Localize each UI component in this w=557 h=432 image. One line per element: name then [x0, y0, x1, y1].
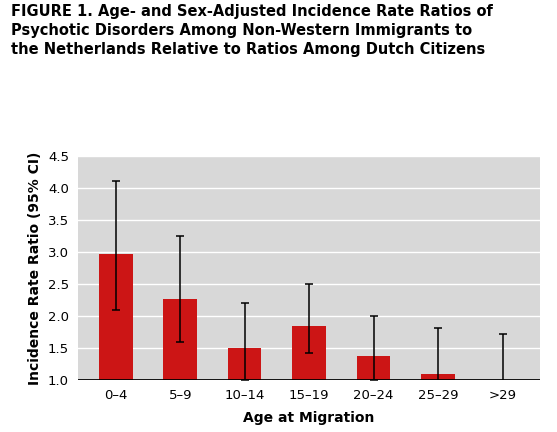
Bar [228, 348, 261, 380]
X-axis label: Age at Migration: Age at Migration [243, 410, 375, 425]
Bar [357, 356, 390, 380]
Bar [421, 374, 455, 380]
Text: FIGURE 1. Age- and Sex-Adjusted Incidence Rate Ratios of
Psychotic Disorders Amo: FIGURE 1. Age- and Sex-Adjusted Incidenc… [11, 4, 493, 57]
Y-axis label: Incidence Rate Ratio (95% CI): Incidence Rate Ratio (95% CI) [28, 151, 42, 384]
Bar [163, 299, 197, 380]
Bar [292, 326, 326, 380]
Bar [99, 254, 133, 380]
